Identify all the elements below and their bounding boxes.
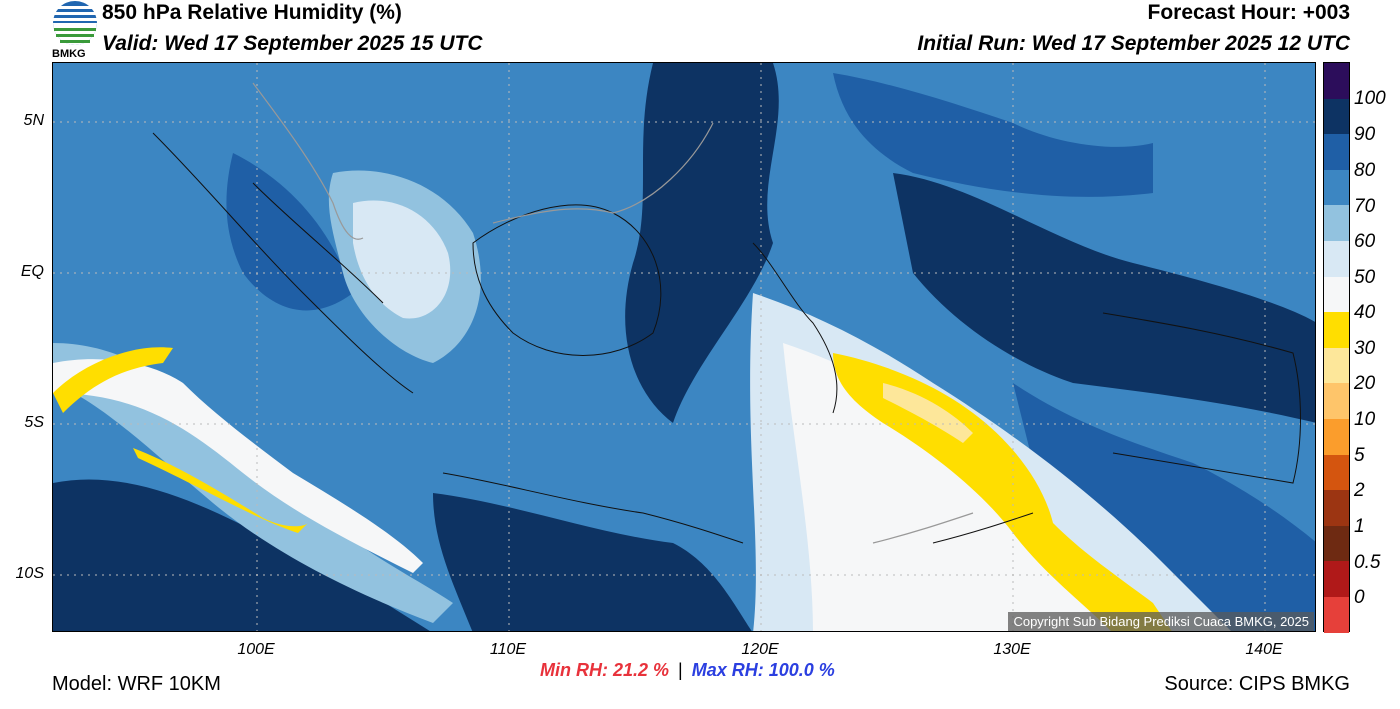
colorbar-label: 0.5 xyxy=(1354,552,1381,573)
source-label: Source: CIPS BMKG xyxy=(1164,673,1350,695)
colorbar-label: 30 xyxy=(1354,338,1376,359)
colorbar-label: 80 xyxy=(1354,160,1376,181)
colorbar-swatch xyxy=(1324,205,1349,241)
colorbar-label: 1 xyxy=(1354,516,1365,537)
lat-label-5n: 5N xyxy=(23,112,44,129)
lat-label-10s: 10S xyxy=(15,565,44,582)
colorbar-label: 50 xyxy=(1354,267,1376,288)
colorbar-label: 60 xyxy=(1354,231,1376,252)
map-title: 850 hPa Relative Humidity (%) xyxy=(102,1,402,24)
colorbar-swatch xyxy=(1324,276,1349,313)
colorbar-label: 0 xyxy=(1354,587,1365,608)
colorbar-swatch xyxy=(1324,347,1349,384)
initial-run: Initial Run: Wed 17 September 2025 12 UT… xyxy=(917,32,1350,55)
humidity-map xyxy=(52,62,1316,632)
colorbar-swatch xyxy=(1324,240,1349,277)
lat-label-5s: 5S xyxy=(24,414,44,431)
model-label: Model: WRF 10KM xyxy=(52,673,221,695)
colorbar-swatch xyxy=(1324,312,1349,348)
logo-text: BMKG xyxy=(52,48,86,60)
forecast-hour: Forecast Hour: +003 xyxy=(1147,1,1351,24)
lon-label-140e: 140E xyxy=(1245,641,1283,658)
lon-label-130e: 130E xyxy=(993,641,1031,658)
valid-time: Valid: Wed 17 September 2025 15 UTC xyxy=(102,32,483,55)
lat-label-eq: EQ xyxy=(20,263,44,280)
colorbar-label: 40 xyxy=(1354,302,1376,323)
colorbar-label: 70 xyxy=(1354,196,1376,217)
stats-separator: | xyxy=(678,660,683,680)
colorbar xyxy=(1323,62,1350,633)
colorbar-swatch xyxy=(1324,561,1349,597)
colorbar-swatch xyxy=(1324,525,1349,562)
colorbar-swatch xyxy=(1324,98,1349,135)
copyright-notice: Copyright Sub Bidang Prediksi Cuaca BMKG… xyxy=(1008,612,1314,631)
colorbar-swatch xyxy=(1324,134,1349,170)
colorbar-swatch xyxy=(1324,454,1349,491)
colorbar-label: 100 xyxy=(1354,88,1386,109)
lon-label-100e: 100E xyxy=(237,641,275,658)
colorbar-label: 90 xyxy=(1354,124,1376,145)
colorbar-label: 10 xyxy=(1354,409,1376,430)
lon-label-110e: 110E xyxy=(489,641,527,658)
max-rh: Max RH: 100.0 % xyxy=(691,660,835,680)
colorbar-swatch xyxy=(1324,63,1349,99)
colorbar-swatch xyxy=(1324,596,1349,633)
colorbar-swatch xyxy=(1324,383,1349,419)
min-rh: Min RH: 21.2 % xyxy=(540,660,670,680)
lon-label-120e: 120E xyxy=(741,641,779,658)
colorbar-swatch xyxy=(1324,418,1349,455)
colorbar-label: 20 xyxy=(1354,373,1376,394)
colorbar-swatch xyxy=(1324,490,1349,526)
humidity-field xyxy=(53,63,1315,631)
colorbar-label: 5 xyxy=(1354,445,1365,466)
colorbar-label: 2 xyxy=(1354,480,1365,501)
bmkg-logo xyxy=(53,1,97,45)
colorbar-swatch xyxy=(1324,169,1349,206)
rh-stats: Min RH: 21.2 % | Max RH: 100.0 % xyxy=(540,660,835,681)
